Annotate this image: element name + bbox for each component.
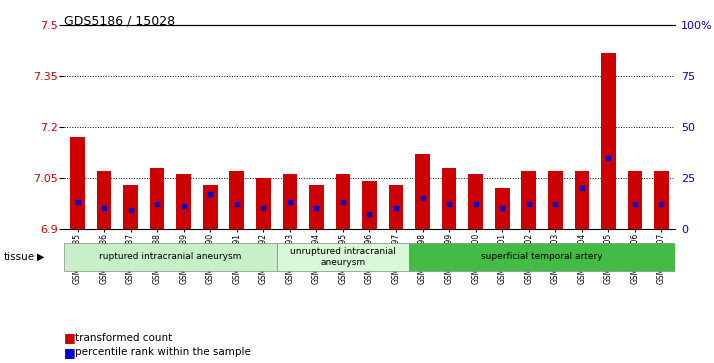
Bar [97, 171, 111, 229]
Bar [70, 137, 85, 229]
Bar [495, 188, 510, 229]
Text: superficial temporal artery: superficial temporal artery [481, 252, 603, 261]
Bar [362, 181, 377, 229]
Text: ▶: ▶ [37, 252, 45, 262]
Bar [521, 171, 536, 229]
Bar [283, 175, 297, 229]
Bar [150, 168, 164, 229]
Bar [575, 171, 589, 229]
Bar [628, 171, 642, 229]
Bar [203, 185, 218, 229]
Text: ruptured intracranial aneurysm: ruptured intracranial aneurysm [99, 252, 241, 261]
FancyBboxPatch shape [409, 243, 675, 271]
Text: percentile rank within the sample: percentile rank within the sample [75, 347, 251, 357]
Bar [601, 53, 615, 229]
Text: unruptured intracranial
aneurysm: unruptured intracranial aneurysm [290, 247, 396, 266]
Text: tissue: tissue [4, 252, 35, 262]
FancyBboxPatch shape [276, 243, 409, 271]
Bar [309, 185, 323, 229]
Text: ■: ■ [64, 331, 76, 344]
Text: ■: ■ [64, 346, 76, 359]
Bar [548, 171, 563, 229]
Bar [442, 168, 456, 229]
Bar [416, 154, 430, 229]
Bar [229, 171, 244, 229]
Text: GDS5186 / 15028: GDS5186 / 15028 [64, 15, 176, 28]
Bar [336, 175, 351, 229]
Bar [654, 171, 669, 229]
Text: transformed count: transformed count [75, 333, 172, 343]
Bar [256, 178, 271, 229]
Bar [388, 185, 403, 229]
FancyBboxPatch shape [64, 243, 276, 271]
Bar [176, 175, 191, 229]
Bar [468, 175, 483, 229]
Bar [124, 185, 138, 229]
